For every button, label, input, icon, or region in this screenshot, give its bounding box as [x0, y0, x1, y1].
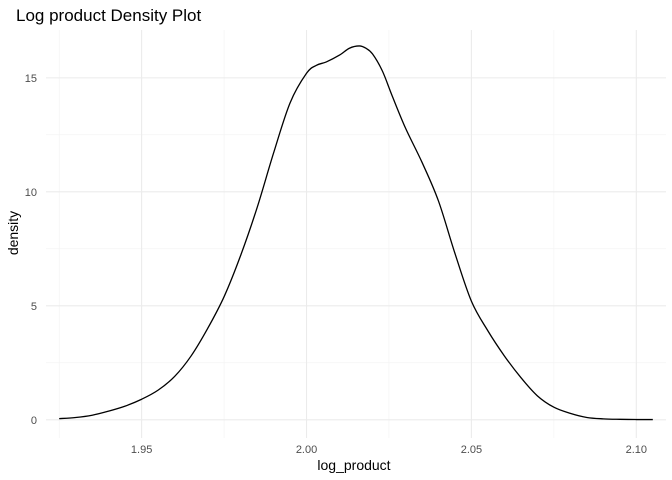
x-tick-label: 1.95 [131, 444, 152, 456]
density-line [59, 45, 653, 421]
y-tick-label: 5 [31, 301, 37, 313]
x-tick-label: 2.05 [461, 444, 482, 456]
chart-title: Log product Density Plot [16, 6, 201, 25]
y-tick-label: 0 [31, 415, 37, 427]
y-tick-label: 10 [25, 187, 37, 199]
minor-gridlines [46, 30, 666, 438]
x-axis-tick-labels: 1.95 2.00 2.05 2.10 [131, 444, 647, 456]
x-tick-label: 2.10 [626, 444, 647, 456]
major-gridlines [46, 30, 666, 438]
x-tick-label: 2.00 [296, 444, 317, 456]
y-tick-label: 15 [25, 73, 37, 85]
x-axis-title: log_product [317, 457, 390, 473]
y-axis-tick-labels: 0 5 10 15 [25, 73, 37, 427]
y-axis-title: density [5, 211, 21, 255]
